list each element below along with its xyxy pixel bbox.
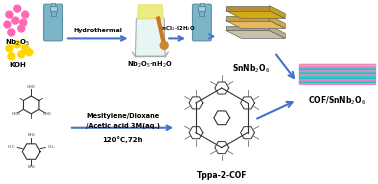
Circle shape bbox=[6, 11, 13, 18]
Text: NH$_2$: NH$_2$ bbox=[26, 132, 36, 139]
Circle shape bbox=[8, 53, 15, 60]
Polygon shape bbox=[226, 26, 270, 31]
Polygon shape bbox=[270, 6, 285, 19]
Circle shape bbox=[18, 51, 25, 58]
Bar bbox=[51, 3, 55, 6]
Bar bbox=[50, 6, 56, 11]
Polygon shape bbox=[135, 19, 165, 56]
Circle shape bbox=[18, 25, 25, 32]
Circle shape bbox=[6, 45, 13, 52]
Bar bbox=[200, 6, 204, 16]
FancyBboxPatch shape bbox=[43, 4, 62, 41]
Bar bbox=[51, 6, 56, 16]
Polygon shape bbox=[226, 21, 285, 29]
Circle shape bbox=[22, 45, 29, 52]
Bar bbox=[200, 3, 204, 6]
Text: /Acetic acid 3M(aq.): /Acetic acid 3M(aq.) bbox=[85, 123, 160, 129]
Polygon shape bbox=[299, 77, 375, 80]
Polygon shape bbox=[299, 64, 375, 67]
Polygon shape bbox=[226, 31, 285, 38]
Polygon shape bbox=[299, 80, 375, 82]
FancyBboxPatch shape bbox=[192, 4, 211, 41]
Circle shape bbox=[4, 21, 11, 28]
Text: SnCl$_2$·l2H$_2$O: SnCl$_2$·l2H$_2$O bbox=[158, 24, 196, 33]
Text: CHO: CHO bbox=[42, 112, 51, 116]
Circle shape bbox=[22, 11, 29, 18]
Polygon shape bbox=[226, 16, 270, 21]
Text: KOH: KOH bbox=[9, 62, 26, 68]
Polygon shape bbox=[299, 69, 375, 71]
Text: CHO: CHO bbox=[27, 85, 36, 89]
Text: Hydrothermal: Hydrothermal bbox=[73, 28, 122, 33]
Circle shape bbox=[26, 49, 33, 56]
Polygon shape bbox=[299, 73, 375, 75]
Polygon shape bbox=[299, 67, 375, 69]
Text: CHO: CHO bbox=[11, 112, 20, 116]
Bar bbox=[198, 6, 205, 11]
Polygon shape bbox=[299, 82, 375, 84]
Text: Nb$_2$O$_5$: Nb$_2$O$_5$ bbox=[5, 37, 30, 48]
Polygon shape bbox=[299, 71, 375, 73]
Circle shape bbox=[20, 19, 27, 26]
Circle shape bbox=[12, 17, 19, 24]
Text: H$_3$C: H$_3$C bbox=[7, 144, 15, 151]
Text: SnNb$_2$O$_6$: SnNb$_2$O$_6$ bbox=[232, 62, 271, 75]
Text: NH$_2$: NH$_2$ bbox=[26, 164, 36, 171]
Circle shape bbox=[8, 29, 15, 36]
Text: 120°C,72h: 120°C,72h bbox=[102, 136, 143, 143]
Circle shape bbox=[160, 41, 168, 49]
Text: COF/SnNb$_2$O$_6$: COF/SnNb$_2$O$_6$ bbox=[308, 95, 366, 107]
Polygon shape bbox=[270, 16, 285, 29]
Polygon shape bbox=[137, 5, 163, 19]
Circle shape bbox=[14, 41, 21, 48]
Text: CH$_3$: CH$_3$ bbox=[47, 144, 56, 151]
Text: Nb$_2$O$_5$·nH$_2$O: Nb$_2$O$_5$·nH$_2$O bbox=[127, 60, 173, 70]
Polygon shape bbox=[299, 75, 375, 77]
Text: Tppa-2-COF: Tppa-2-COF bbox=[197, 171, 247, 180]
Circle shape bbox=[14, 5, 21, 12]
Polygon shape bbox=[270, 26, 285, 38]
Polygon shape bbox=[226, 6, 270, 11]
Polygon shape bbox=[226, 11, 285, 19]
Text: Mesitylene/Dioxane: Mesitylene/Dioxane bbox=[86, 113, 159, 119]
